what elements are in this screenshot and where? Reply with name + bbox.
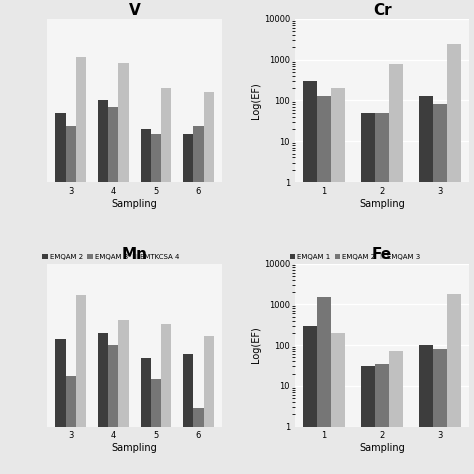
Bar [140,357,151,427]
Bar [65,126,76,182]
Bar [118,320,128,427]
Bar [419,345,433,474]
Bar [55,339,65,427]
Bar [151,379,161,427]
Title: Cr: Cr [373,3,392,18]
Bar [98,333,108,427]
Bar [203,91,214,182]
Legend: EMQAM 1, EMQAM 2, EMQAM 3: EMQAM 1, EMQAM 2, EMQAM 3 [290,254,420,260]
Bar [317,297,331,474]
Bar [303,81,317,474]
Bar [183,134,193,182]
Bar [303,326,317,474]
Bar [331,88,345,474]
Title: Mn: Mn [121,247,147,263]
Bar [65,376,76,427]
Bar [361,366,375,474]
Bar [108,107,118,182]
Bar [447,44,461,474]
Bar [193,408,203,427]
Bar [118,63,128,182]
Legend: EMQAM 2, EMQAM 3, EMTKCSA 4: EMQAM 2, EMQAM 3, EMTKCSA 4 [42,254,179,260]
Bar [76,295,86,427]
Title: V: V [128,3,140,18]
Bar [331,333,345,474]
Bar [140,129,151,182]
Y-axis label: Log(EF): Log(EF) [251,327,261,364]
Bar [151,134,161,182]
X-axis label: Sampling: Sampling [112,443,157,453]
Bar [375,113,389,474]
Bar [183,354,193,427]
Bar [433,104,447,474]
Bar [433,349,447,474]
X-axis label: Sampling: Sampling [112,199,157,209]
Bar [203,336,214,427]
Bar [389,351,403,474]
Bar [76,56,86,182]
Bar [108,345,118,427]
Bar [375,364,389,474]
Title: Fe: Fe [372,247,392,263]
X-axis label: Sampling: Sampling [359,443,405,453]
Bar [419,96,433,474]
Bar [389,64,403,474]
X-axis label: Sampling: Sampling [359,199,405,209]
Bar [317,96,331,474]
Bar [361,113,375,474]
Bar [193,126,203,182]
Bar [447,294,461,474]
Bar [161,324,171,427]
Bar [55,113,65,182]
Bar [161,88,171,182]
Bar [98,100,108,182]
Y-axis label: Log(EF): Log(EF) [251,82,261,119]
